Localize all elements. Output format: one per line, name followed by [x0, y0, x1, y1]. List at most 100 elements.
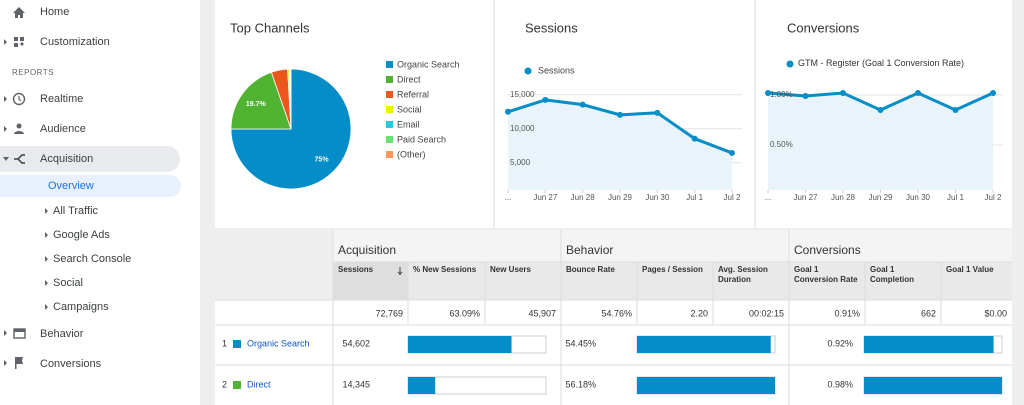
- expand-arrow: [45, 256, 48, 262]
- expand-arrow: [4, 330, 7, 336]
- point: [802, 93, 809, 99]
- nav-item[interactable]: Conversions: [40, 358, 102, 370]
- table-lines: [215, 230, 1012, 405]
- card-title: Conversions: [787, 20, 860, 35]
- point: [617, 111, 623, 118]
- total-value: 662: [921, 308, 936, 318]
- nav-subitem[interactable]: Google Ads: [53, 229, 110, 241]
- behavior-icon-bar: [14, 329, 25, 332]
- y-tick-label: 1.00%: [770, 90, 793, 99]
- column-header-box: Goal 1 Conversion Rate: [794, 265, 858, 284]
- legend-label: Referral: [397, 89, 429, 99]
- sidebar-bg: [0, 0, 200, 405]
- point: [915, 90, 921, 96]
- legend-label: Organic Search: [397, 59, 460, 69]
- total-value: $0.00: [984, 308, 1007, 318]
- realtime-icon-hand: [18, 96, 22, 102]
- row-color: [233, 381, 241, 389]
- x-tick-label: Jul 2: [985, 193, 1002, 202]
- point: [765, 90, 771, 96]
- pie-value-label: 19.7%: [246, 101, 267, 108]
- x-tick-label: Jun 30: [906, 193, 931, 202]
- column-header-bg: [333, 262, 1012, 300]
- legend-dot: [524, 67, 532, 75]
- pie-value-label: 75%: [315, 156, 330, 163]
- nav-item[interactable]: Behavior: [40, 328, 84, 340]
- legend-swatch: [386, 76, 393, 83]
- x-tick-label: Jun 27: [533, 193, 558, 202]
- column-header: Bounce Rate: [566, 265, 615, 274]
- legend-label: Direct: [397, 74, 421, 84]
- nav-item[interactable]: Audience: [40, 123, 86, 135]
- sort-arrow[interactable]: [397, 267, 403, 276]
- legend-swatch: [386, 61, 393, 68]
- x-tick-label: ...: [505, 193, 512, 202]
- point: [691, 135, 698, 142]
- point: [729, 149, 735, 156]
- nav-item[interactable]: Acquisition: [40, 153, 93, 165]
- nav-subitem[interactable]: Campaigns: [53, 301, 109, 313]
- x-tick-label: ...: [765, 193, 772, 202]
- expand-arrow: [45, 232, 48, 238]
- column-header-box: Avg. Session Duration: [718, 265, 768, 284]
- collapse-arrow: [3, 157, 9, 161]
- nav-subitem[interactable]: Search Console: [53, 253, 131, 265]
- cell-value: 56.18%: [565, 379, 596, 389]
- column-header-box: Pages / Session: [642, 265, 703, 274]
- row-channel[interactable]: Organic Search: [247, 338, 310, 348]
- group-header: Acquisition: [338, 243, 396, 257]
- cell-value: 54,602: [342, 338, 370, 348]
- cell-value: 0.98%: [827, 379, 853, 389]
- row-rank: 1: [222, 338, 227, 348]
- acquisition-icon: [14, 154, 25, 164]
- active-item-bg: [0, 175, 181, 197]
- total-value: 0.91%: [834, 308, 860, 318]
- row-channel[interactable]: Direct: [247, 379, 271, 389]
- cell-value: 54.45%: [565, 338, 596, 348]
- bar: [637, 336, 771, 353]
- nav-item[interactable]: Realtime: [40, 93, 83, 105]
- x-tick-label: Jun 28: [831, 193, 856, 202]
- total-value: 63.09%: [449, 308, 480, 318]
- expand-arrow: [4, 126, 7, 132]
- bar: [408, 336, 512, 353]
- legend-swatch: [386, 121, 393, 128]
- legend-label: Paid Search: [397, 134, 446, 144]
- point: [579, 101, 586, 108]
- nav-subitem[interactable]: Social: [53, 277, 83, 289]
- cell-value: 14,345: [342, 379, 370, 389]
- home-icon: [13, 7, 25, 18]
- column-header: % New Sessions: [413, 265, 477, 274]
- column-header-box: Sessions: [338, 265, 373, 274]
- point: [952, 107, 959, 113]
- row-color: [233, 340, 241, 348]
- point: [654, 109, 661, 116]
- realtime-icon: [12, 92, 26, 106]
- total-value: 54.76%: [601, 308, 632, 318]
- audience-icon-body: [14, 131, 24, 134]
- expand-arrow: [45, 280, 48, 286]
- expand-arrow: [45, 304, 48, 310]
- nav-item[interactable]: Customization: [40, 36, 110, 48]
- nav-subitem-active[interactable]: Overview: [48, 180, 94, 192]
- x-tick-label: Jul 2: [724, 193, 741, 202]
- area: [508, 99, 732, 190]
- expand-arrow: [4, 360, 7, 366]
- nav-item[interactable]: Home: [40, 6, 69, 18]
- nav-subitem[interactable]: All Traffic: [53, 205, 99, 217]
- bar: [864, 336, 994, 353]
- column-header-box: New Users: [490, 265, 531, 274]
- x-tick-label: Jun 28: [571, 193, 596, 202]
- y-tick-label: 5,000: [510, 158, 531, 167]
- conversions-icon: [15, 357, 23, 369]
- expand-arrow: [45, 208, 48, 214]
- point: [505, 108, 511, 115]
- column-header: Goal 1 Conversion Rate: [794, 265, 858, 284]
- column-header: Avg. Session Duration: [718, 265, 768, 284]
- total-value: 45,907: [528, 308, 556, 318]
- expand-arrow: [4, 39, 7, 45]
- bar: [408, 377, 436, 394]
- column-header-box: Bounce Rate: [566, 265, 615, 274]
- point: [542, 96, 549, 103]
